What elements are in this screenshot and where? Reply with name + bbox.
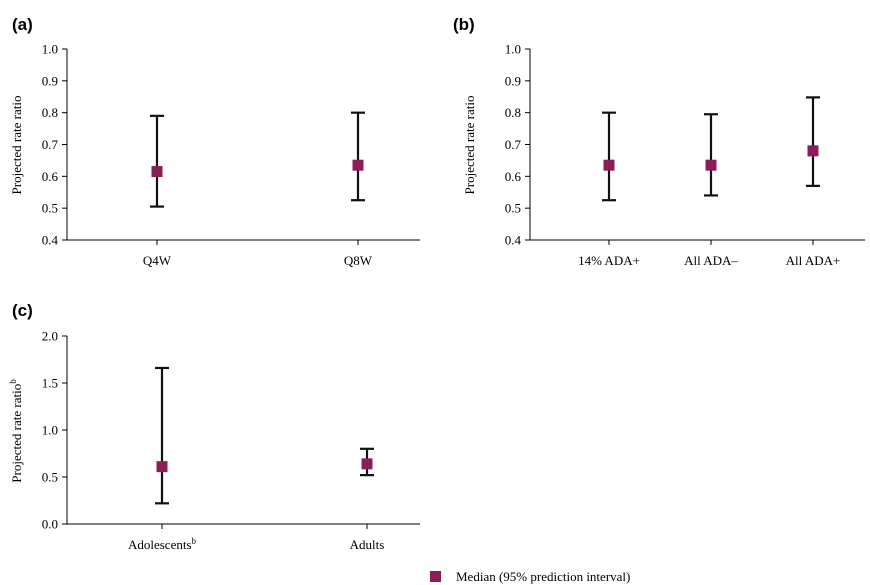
panel-c-y-tick-label: 1.5 bbox=[42, 376, 58, 391]
panel-a-y-tick-label: 0.8 bbox=[42, 105, 58, 120]
panel-a-y-tick-label: 0.6 bbox=[42, 169, 59, 184]
panel-b-y-tick-label: 0.4 bbox=[505, 233, 522, 248]
legend: Median (95% prediction interval) bbox=[430, 569, 630, 584]
panel-b-y-tick-label: 0.8 bbox=[505, 105, 521, 120]
panel-c-y-tick-label: 0.0 bbox=[42, 517, 58, 532]
legend-label: Median (95% prediction interval) bbox=[456, 569, 630, 584]
panel-a-y-tick-label: 0.9 bbox=[42, 73, 58, 88]
panel-a-label: (a) bbox=[12, 15, 33, 34]
panel-b-category-label: All ADA+ bbox=[786, 253, 841, 268]
panel-b-median-marker bbox=[807, 145, 819, 157]
panel-c-ylabel-sup: b bbox=[8, 379, 18, 384]
panel-a-y-tick-label: 0.7 bbox=[42, 137, 59, 152]
panel-c-category-label: Adults bbox=[350, 537, 385, 552]
panel-a-category-label: Q8W bbox=[344, 253, 373, 268]
panel-a-median-marker bbox=[151, 166, 163, 178]
panel-c-category-label: Adolescentsb bbox=[128, 536, 197, 552]
panel-a-y-tick-label: 0.4 bbox=[42, 233, 59, 248]
panel-c-label: (c) bbox=[12, 301, 33, 320]
panel-b-ylabel: Projected rate ratio bbox=[462, 96, 477, 195]
panel-b-median-marker bbox=[603, 159, 615, 171]
panel-b-y-tick-label: 1.0 bbox=[505, 42, 521, 57]
panel-c-y-tick-label: 2.0 bbox=[42, 329, 58, 344]
panel-c-category-sup: b bbox=[192, 536, 197, 546]
panel-c-median-marker bbox=[156, 461, 168, 473]
panel-b-y-tick-label: 0.9 bbox=[505, 73, 521, 88]
panel-a: (a) Projected rate ratio 0.4 0.5 0.6 0.7 0.8… bbox=[9, 15, 420, 268]
panel-b: (b) Projected rate ratio 0.4 0.5 0.6 0.7 0.8… bbox=[453, 15, 865, 268]
panel-b-y-tick-label: 0.5 bbox=[505, 201, 521, 216]
panel-b-category-label: 14% ADA+ bbox=[578, 253, 640, 268]
panel-a-median-marker bbox=[352, 159, 364, 171]
panel-c: (c) Projected rate ratiob 0.0 0.5 1.0 1.5 2.… bbox=[8, 301, 420, 552]
panel-b-label: (b) bbox=[453, 15, 475, 34]
panel-c-ylabel: Projected rate ratiob bbox=[8, 379, 24, 483]
panel-a-y-tick-label: 0.5 bbox=[42, 201, 58, 216]
legend-marker-swatch bbox=[430, 571, 441, 582]
panel-c-y-tick-label: 1.0 bbox=[42, 423, 58, 438]
panel-c-median-marker bbox=[361, 458, 373, 470]
panel-c-y-tick-label: 0.5 bbox=[42, 470, 58, 485]
panel-a-y-tick-label: 1.0 bbox=[42, 42, 58, 57]
panel-b-y-tick-label: 0.6 bbox=[505, 169, 522, 184]
panel-b-median-marker bbox=[705, 159, 717, 171]
panel-b-y-tick-label: 0.7 bbox=[505, 137, 522, 152]
panel-b-category-label: All ADA– bbox=[684, 253, 738, 268]
panel-a-ylabel: Projected rate ratio bbox=[9, 96, 24, 195]
panel-a-category-label: Q4W bbox=[143, 253, 172, 268]
